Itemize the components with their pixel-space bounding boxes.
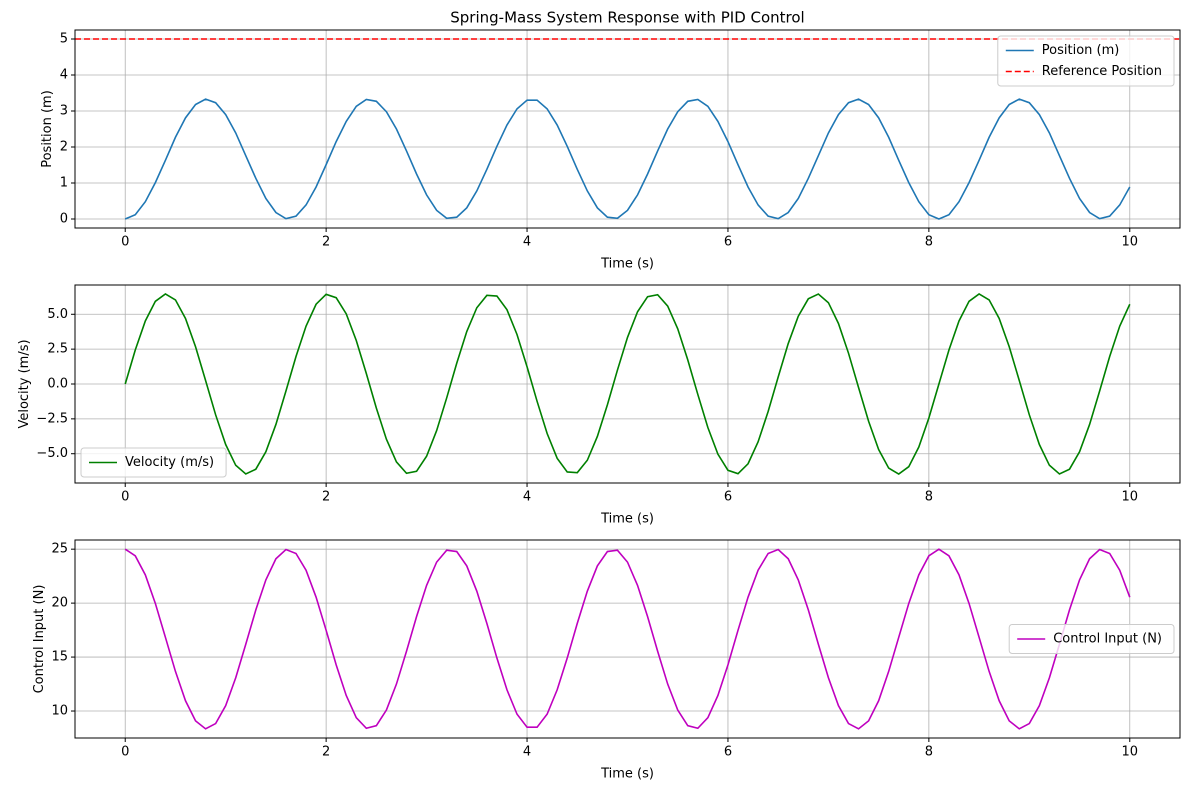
legend-box — [1008, 624, 1175, 654]
y-tick-label: 5.0 — [47, 307, 68, 322]
legend-label: Reference Position — [1042, 64, 1162, 79]
chart-title: Spring-Mass System Response with PID Con… — [450, 9, 804, 27]
x-axis-label: Time (s) — [600, 767, 654, 782]
x-tick-label: 2 — [322, 490, 330, 505]
y-tick-label: 2 — [60, 140, 68, 155]
y-tick-label: −5.0 — [36, 446, 68, 461]
y-tick-label: 5 — [60, 32, 68, 47]
legend-box — [80, 447, 227, 478]
y-tick-label: −2.5 — [36, 411, 68, 426]
x-axis-label: Time (s) — [600, 512, 654, 527]
y-tick-label: 3 — [60, 104, 68, 119]
y-axis-label: Position (m) — [40, 90, 55, 168]
x-tick-label: 6 — [724, 745, 732, 760]
y-tick-label: 4 — [60, 68, 68, 83]
legend-label: Control Input (N) — [1053, 632, 1162, 647]
y-axis-label: Control Input (N) — [32, 585, 47, 694]
legend-label: Velocity (m/s) — [125, 455, 214, 470]
x-tick-label: 10 — [1121, 745, 1138, 760]
x-tick-label: 0 — [121, 745, 129, 760]
legend-label: Position (m) — [1042, 43, 1120, 58]
data-line — [124, 548, 1131, 730]
y-axis-label: Velocity (m/s) — [17, 339, 32, 428]
y-tick-label: 2.5 — [47, 342, 68, 357]
y-tick-label: 0 — [60, 212, 68, 227]
x-tick-label: 6 — [724, 235, 732, 250]
y-tick-label: 20 — [51, 596, 68, 611]
x-tick-label: 8 — [925, 490, 933, 505]
x-tick-label: 2 — [322, 235, 330, 250]
x-tick-label: 0 — [121, 490, 129, 505]
x-tick-label: 2 — [322, 745, 330, 760]
x-tick-label: 10 — [1121, 235, 1138, 250]
y-tick-label: 10 — [51, 704, 68, 719]
y-tick-label: 0.0 — [47, 377, 68, 392]
x-tick-label: 4 — [523, 235, 531, 250]
data-line — [124, 98, 1131, 220]
x-tick-label: 8 — [925, 235, 933, 250]
x-tick-label: 0 — [121, 235, 129, 250]
legend: Velocity (m/s) — [80, 447, 227, 478]
axes-frame — [74, 29, 1181, 229]
x-tick-label: 4 — [523, 745, 531, 760]
x-tick-label: 8 — [925, 745, 933, 760]
y-tick-label: 25 — [51, 542, 68, 557]
x-axis-label: Time (s) — [600, 257, 654, 272]
legend: Control Input (N) — [1008, 624, 1175, 654]
x-tick-label: 6 — [724, 490, 732, 505]
x-tick-label: 10 — [1121, 490, 1138, 505]
axes-frame — [74, 539, 1181, 739]
axes-frame — [74, 284, 1181, 484]
y-tick-label: 15 — [51, 650, 68, 665]
x-tick-label: 4 — [523, 490, 531, 505]
data-line — [124, 292, 1131, 476]
legend: Position (m) Reference Position — [997, 35, 1175, 87]
legend-box — [997, 35, 1175, 87]
y-tick-label: 1 — [60, 176, 68, 191]
